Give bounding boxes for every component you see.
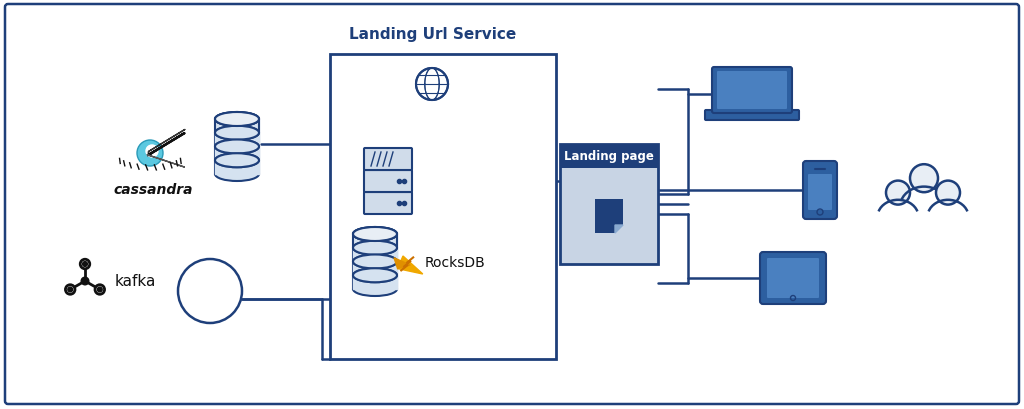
Polygon shape [397,256,423,274]
FancyBboxPatch shape [560,145,658,169]
Polygon shape [353,262,397,276]
Ellipse shape [353,227,397,241]
Text: cassandra: cassandra [114,182,193,196]
Ellipse shape [215,113,259,127]
Polygon shape [353,234,397,248]
Text: kafka: kafka [115,274,157,289]
FancyBboxPatch shape [760,252,826,304]
FancyBboxPatch shape [712,68,792,114]
Text: RocksDB: RocksDB [425,255,485,270]
Ellipse shape [353,255,397,269]
Ellipse shape [215,140,259,154]
Circle shape [178,259,242,323]
Circle shape [97,288,102,292]
FancyBboxPatch shape [364,171,412,193]
Circle shape [80,260,90,269]
Ellipse shape [215,154,259,168]
Polygon shape [215,147,259,161]
Polygon shape [215,161,259,175]
Ellipse shape [353,241,397,255]
Circle shape [81,278,89,285]
Ellipse shape [215,126,259,140]
Polygon shape [353,276,397,289]
FancyBboxPatch shape [705,111,799,121]
Ellipse shape [215,126,259,140]
Ellipse shape [215,168,259,182]
Circle shape [936,181,961,205]
Ellipse shape [215,140,259,154]
Ellipse shape [353,227,397,241]
FancyBboxPatch shape [364,193,412,214]
Polygon shape [353,248,397,262]
FancyBboxPatch shape [364,148,412,171]
Circle shape [910,165,938,193]
Text: Landing page: Landing page [564,150,654,163]
FancyBboxPatch shape [808,175,831,211]
Circle shape [68,288,73,292]
FancyBboxPatch shape [803,162,837,220]
Ellipse shape [353,241,397,255]
Ellipse shape [353,269,397,283]
FancyBboxPatch shape [560,169,658,264]
Polygon shape [215,133,259,147]
Ellipse shape [353,269,397,283]
Ellipse shape [353,255,397,269]
Polygon shape [215,120,259,133]
Ellipse shape [353,227,397,241]
Circle shape [83,262,87,267]
Polygon shape [148,134,184,168]
Bar [330,55,556,359]
Circle shape [95,285,104,294]
Ellipse shape [215,113,259,127]
Polygon shape [595,200,623,234]
FancyBboxPatch shape [5,5,1019,404]
Circle shape [416,69,449,101]
Polygon shape [394,258,411,269]
FancyBboxPatch shape [767,258,819,298]
Text: Landing Url Service: Landing Url Service [349,27,517,42]
Circle shape [886,181,910,205]
Polygon shape [615,225,623,234]
Ellipse shape [353,282,397,296]
Circle shape [137,141,163,166]
Circle shape [146,146,158,157]
Circle shape [66,285,75,294]
FancyBboxPatch shape [717,72,787,110]
Ellipse shape [215,113,259,127]
Ellipse shape [215,154,259,168]
